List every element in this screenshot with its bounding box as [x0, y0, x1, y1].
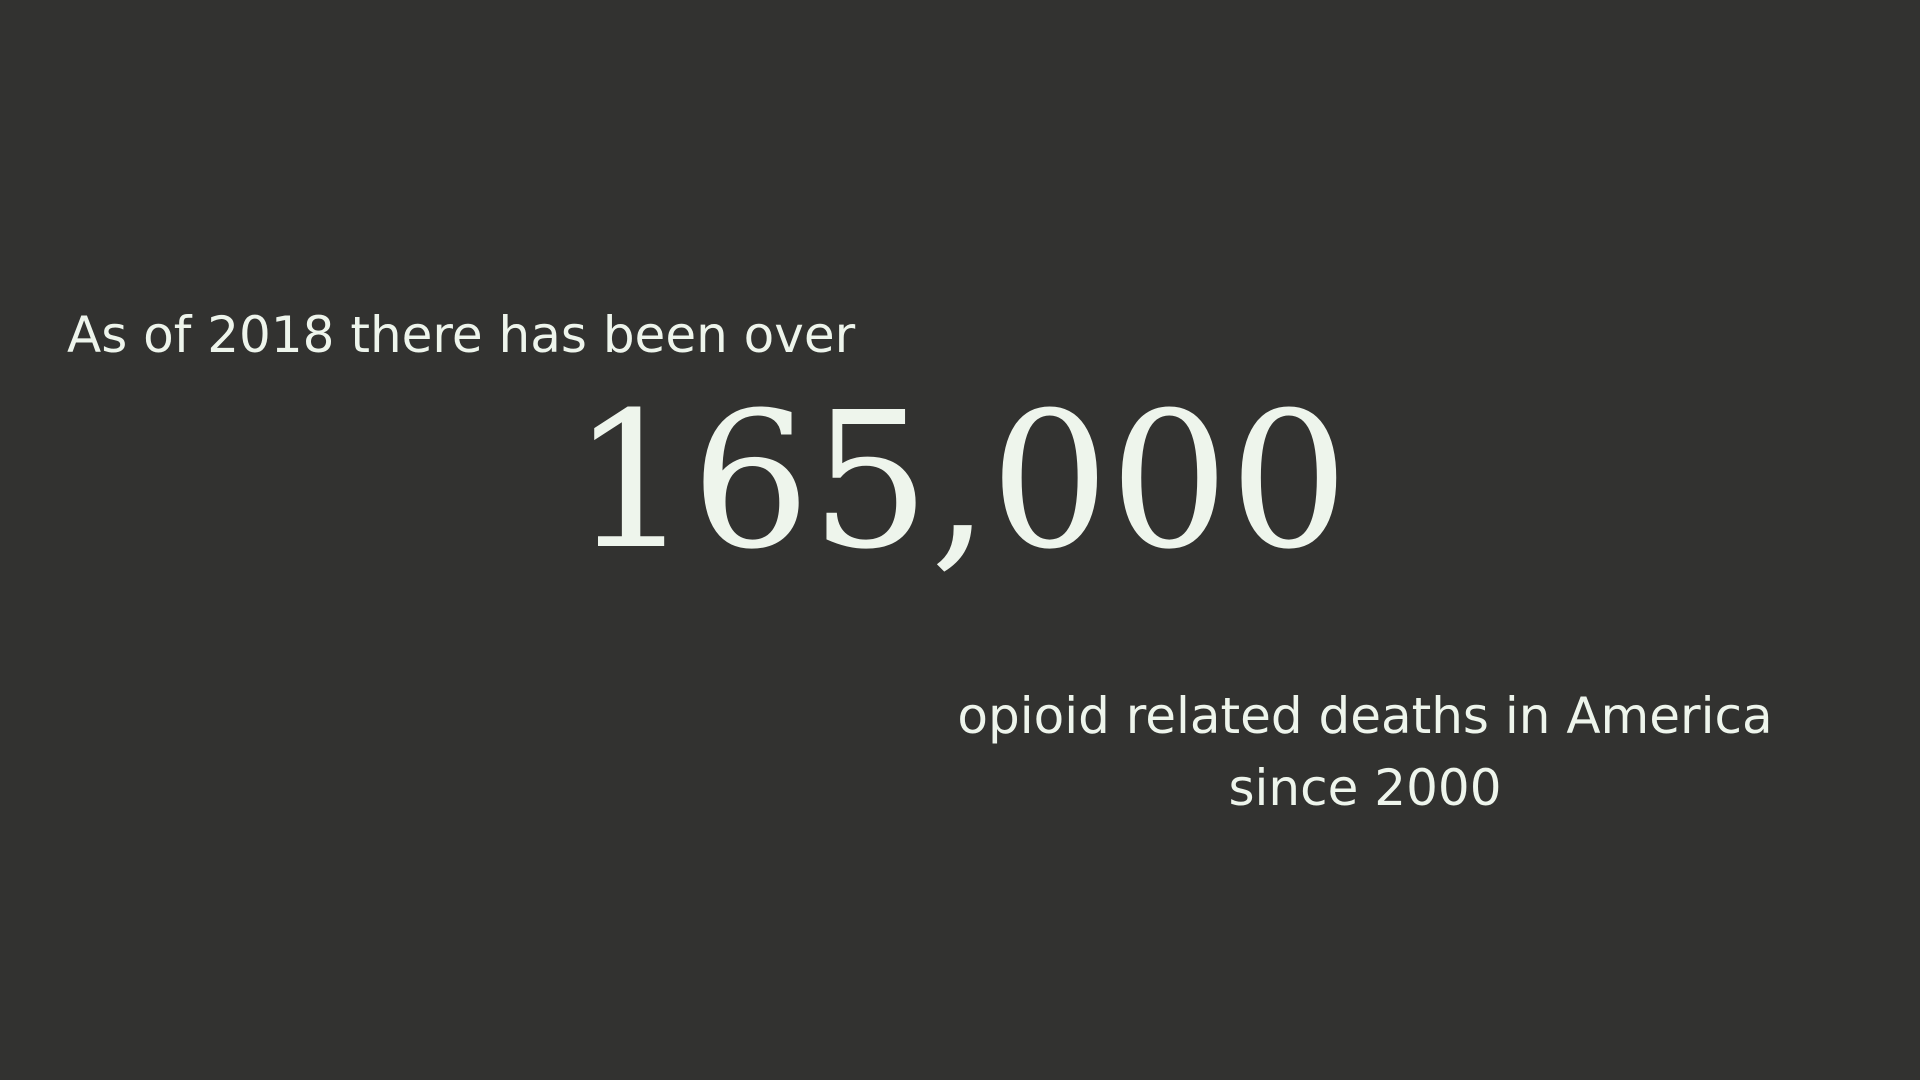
caption-line-1: opioid related deaths in America: [957, 687, 1773, 745]
caption-line-2: since 2000: [1228, 759, 1502, 817]
caption-text: opioid related deaths in America since 2…: [940, 680, 1790, 824]
lead-text: As of 2018 there has been over: [67, 306, 856, 364]
headline-number: 165,000: [571, 372, 1349, 591]
